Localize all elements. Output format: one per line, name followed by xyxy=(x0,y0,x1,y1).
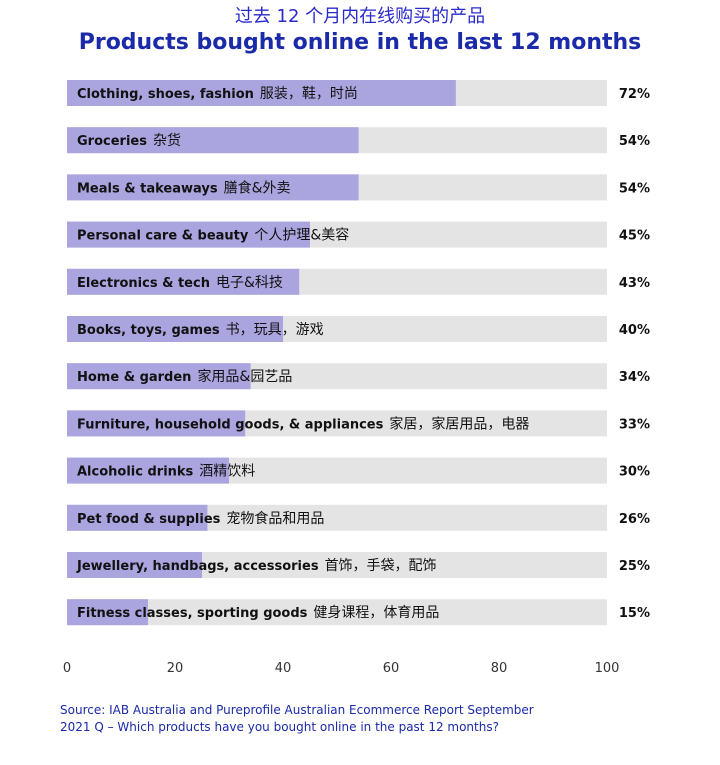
data-label: 43% xyxy=(619,276,650,291)
bar xyxy=(67,127,359,154)
bar-label-en: Groceries xyxy=(77,134,147,149)
bar-label-cn: 杂货 xyxy=(153,132,181,149)
bar-label-en: Meals & takeaways xyxy=(77,181,218,196)
bar-row: Fitness classes, sporting goods 健身课程，体育用品… xyxy=(67,599,650,626)
bar-label-cn: 服装，鞋，时尚 xyxy=(260,86,358,102)
bar-label: Groceries 杂货 xyxy=(77,132,181,149)
bar-label-en: Jewellery, handbags, accessories xyxy=(76,559,319,574)
bar-label: Electronics & tech 电子&科技 xyxy=(77,275,283,291)
bar-row: Home & garden 家用品&园艺品 34% xyxy=(67,363,650,390)
bar-label-cn: 家用品&园艺品 xyxy=(197,368,292,385)
bar-label-cn: 电子&科技 xyxy=(216,275,283,291)
bar-label-en: Fitness classes, sporting goods xyxy=(77,606,308,621)
data-label: 40% xyxy=(619,323,650,338)
bar-label-en: Home & garden xyxy=(77,370,191,385)
bar-label-cn: 宠物食品和用品 xyxy=(226,510,324,527)
bar-label: Personal care & beauty 个人护理&美容 xyxy=(77,227,349,244)
source-line-2: 2021 Q – Which products have you bought … xyxy=(60,720,499,734)
bar xyxy=(67,221,310,248)
bar-row: Alcoholic drinks 酒精饮料 30% xyxy=(67,457,650,484)
bar-label-cn: 首饰，手袋，配饰 xyxy=(325,558,437,574)
data-label: 54% xyxy=(619,181,650,196)
source-line-1: Source: IAB Australia and Pureprofile Au… xyxy=(60,703,534,717)
x-tick-label: 100 xyxy=(595,661,620,676)
bar-label: Pet food & supplies 宠物食品和用品 xyxy=(77,510,324,527)
bar xyxy=(67,174,359,201)
bar xyxy=(67,599,148,626)
bar xyxy=(67,457,229,484)
bar xyxy=(67,552,202,578)
bar-row: Furniture, household goods, & appliances… xyxy=(67,410,650,437)
chart-title: Products bought online in the last 12 mo… xyxy=(78,30,642,55)
bar xyxy=(67,410,246,437)
bar-track xyxy=(67,599,607,626)
bar-label: Furniture, household goods, & appliances… xyxy=(77,415,529,432)
bar-label-cn: 酒精饮料 xyxy=(199,464,255,480)
bar xyxy=(67,316,283,342)
source-note: Source: IAB Australia and Pureprofile Au… xyxy=(60,702,560,736)
bar-row: Meals & takeaways 膳食&外卖 54% xyxy=(67,174,650,201)
bar-label-cn: 个人护理&美容 xyxy=(254,227,349,244)
bar xyxy=(67,268,300,295)
bar-label-cn: 家居，家居用品，电器 xyxy=(389,415,529,432)
bar-row: Groceries 杂货 54% xyxy=(67,127,650,154)
bar xyxy=(67,504,208,531)
bar-row: Jewellery, handbags, accessories 首饰，手袋，配饰… xyxy=(67,552,650,578)
bar-label: Jewellery, handbags, accessories 首饰，手袋，配饰 xyxy=(76,558,437,574)
bar-label: Home & garden 家用品&园艺品 xyxy=(77,368,292,385)
data-label: 25% xyxy=(619,559,650,574)
bar-label: Books, toys, games 书，玩具，游戏 xyxy=(77,322,324,338)
chart-subtitle: 过去 12 个月内在线购买的产品 xyxy=(234,6,486,27)
bar-label-en: Clothing, shoes, fashion xyxy=(77,87,254,102)
bar-label-en: Electronics & tech xyxy=(77,276,210,291)
bar-label: Alcoholic drinks 酒精饮料 xyxy=(77,464,255,480)
bar-label: Clothing, shoes, fashion 服装，鞋，时尚 xyxy=(77,86,358,102)
x-tick-label: 80 xyxy=(491,661,508,676)
data-label: 72% xyxy=(619,87,650,102)
bar-row: Books, toys, games 书，玩具，游戏 40% xyxy=(67,316,650,342)
data-label: 33% xyxy=(619,417,650,432)
x-tick-label: 60 xyxy=(383,661,400,676)
bar-row: Pet food & supplies 宠物食品和用品 26% xyxy=(67,504,650,531)
bar xyxy=(67,80,456,106)
bar-row: Personal care & beauty 个人护理&美容 45% xyxy=(67,221,650,248)
bar-label-cn: 健身课程，体育用品 xyxy=(313,605,439,621)
bar-label: Fitness classes, sporting goods 健身课程，体育用品 xyxy=(77,605,439,621)
bar-label: Meals & takeaways 膳食&外卖 xyxy=(77,179,291,196)
bar xyxy=(67,363,251,390)
bar-label-en: Furniture, household goods, & appliances xyxy=(77,417,384,432)
x-tick-label: 20 xyxy=(167,661,184,676)
bar-label-cn: 书，玩具，游戏 xyxy=(226,322,324,338)
data-label: 45% xyxy=(619,229,650,244)
x-tick-label: 40 xyxy=(275,661,292,676)
data-label: 26% xyxy=(619,512,650,527)
data-label: 30% xyxy=(619,465,650,480)
bar-row: Clothing, shoes, fashion 服装，鞋，时尚 72% xyxy=(67,80,650,106)
bar-label-en: Alcoholic drinks xyxy=(77,465,194,480)
bar-label-en: Books, toys, games xyxy=(77,323,220,338)
bar-row: Electronics & tech 电子&科技 43% xyxy=(67,268,650,295)
data-label: 34% xyxy=(619,370,650,385)
data-label: 54% xyxy=(619,134,650,149)
data-label: 15% xyxy=(619,606,650,621)
x-tick-label: 0 xyxy=(63,661,71,676)
bar-label-cn: 膳食&外卖 xyxy=(224,179,291,196)
bar-label-en: Personal care & beauty xyxy=(77,229,249,244)
bar-label-en: Pet food & supplies xyxy=(77,512,221,527)
